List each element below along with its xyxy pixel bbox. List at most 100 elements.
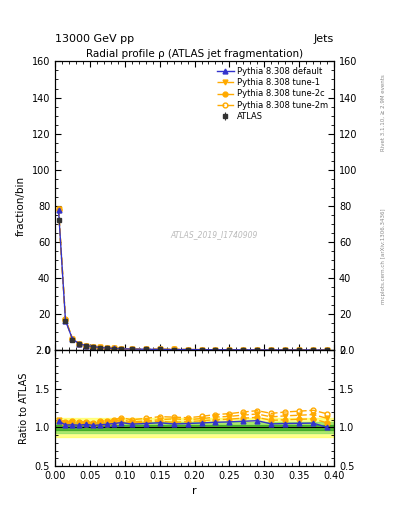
Bar	[55, 422, 334, 433]
Pythia 8.308 tune-1	[63, 316, 68, 323]
Pythia 8.308 tune-1	[143, 346, 148, 352]
Pythia 8.308 default	[241, 347, 246, 353]
Pythia 8.308 tune-1	[199, 347, 204, 353]
Pythia 8.308 tune-2c	[199, 347, 204, 353]
Pythia 8.308 tune-2m	[91, 344, 96, 350]
Pythia 8.308 tune-2m	[98, 345, 103, 351]
Pythia 8.308 default	[143, 346, 148, 352]
Pythia 8.308 tune-2m	[199, 347, 204, 353]
Pythia 8.308 tune-1	[91, 344, 96, 350]
Pythia 8.308 default	[105, 345, 110, 351]
Pythia 8.308 tune-2m	[213, 347, 218, 353]
Pythia 8.308 default	[185, 347, 190, 353]
Pythia 8.308 tune-2m	[297, 347, 301, 353]
Pythia 8.308 tune-2m	[143, 346, 148, 352]
Pythia 8.308 tune-1	[157, 346, 162, 352]
Pythia 8.308 default	[227, 347, 232, 353]
Pythia 8.308 tune-2c	[112, 346, 117, 352]
Pythia 8.308 tune-2c	[105, 345, 110, 351]
Pythia 8.308 tune-2m	[63, 316, 68, 323]
Bar	[55, 425, 334, 430]
Pythia 8.308 tune-1	[325, 347, 329, 353]
Pythia 8.308 default	[63, 317, 68, 324]
Pythia 8.308 tune-2c	[56, 206, 61, 212]
Pythia 8.308 tune-2c	[143, 346, 148, 352]
Pythia 8.308 tune-2c	[311, 347, 316, 353]
Pythia 8.308 default	[283, 347, 288, 353]
Pythia 8.308 tune-2m	[269, 347, 274, 353]
Pythia 8.308 default	[157, 346, 162, 352]
Pythia 8.308 tune-2m	[70, 335, 75, 342]
Pythia 8.308 tune-2c	[297, 347, 301, 353]
Pythia 8.308 tune-1	[119, 346, 124, 352]
Pythia 8.308 tune-2m	[129, 346, 134, 352]
Bar	[55, 418, 334, 437]
Line: Pythia 8.308 tune-2c: Pythia 8.308 tune-2c	[56, 207, 329, 352]
Line: Pythia 8.308 default: Pythia 8.308 default	[56, 207, 329, 352]
Pythia 8.308 tune-2m	[227, 347, 232, 353]
Pythia 8.308 tune-2m	[283, 347, 288, 353]
Pythia 8.308 tune-2c	[269, 347, 274, 353]
Pythia 8.308 tune-1	[213, 347, 218, 353]
Pythia 8.308 default	[269, 347, 274, 353]
Line: Pythia 8.308 tune-2m: Pythia 8.308 tune-2m	[56, 207, 329, 352]
Pythia 8.308 default	[297, 347, 301, 353]
Pythia 8.308 tune-2m	[84, 343, 89, 349]
Pythia 8.308 tune-2c	[129, 346, 134, 352]
Pythia 8.308 tune-1	[255, 347, 260, 353]
Pythia 8.308 tune-2c	[171, 347, 176, 353]
Pythia 8.308 default	[311, 347, 316, 353]
Pythia 8.308 tune-1	[297, 347, 301, 353]
Pythia 8.308 tune-2c	[119, 346, 124, 352]
Pythia 8.308 tune-2c	[325, 347, 329, 353]
Pythia 8.308 tune-2m	[185, 347, 190, 353]
Pythia 8.308 tune-2c	[63, 317, 68, 323]
Legend: Pythia 8.308 default, Pythia 8.308 tune-1, Pythia 8.308 tune-2c, Pythia 8.308 tu: Pythia 8.308 default, Pythia 8.308 tune-…	[215, 66, 330, 122]
Pythia 8.308 tune-1	[84, 343, 89, 349]
Pythia 8.308 tune-2c	[213, 347, 218, 353]
Pythia 8.308 tune-2m	[119, 346, 124, 352]
Pythia 8.308 tune-2c	[227, 347, 232, 353]
Pythia 8.308 tune-1	[105, 345, 110, 351]
Pythia 8.308 tune-2c	[185, 347, 190, 353]
Pythia 8.308 tune-2m	[105, 345, 110, 351]
Pythia 8.308 tune-2c	[255, 347, 260, 353]
Pythia 8.308 default	[56, 206, 61, 212]
Y-axis label: Ratio to ATLAS: Ratio to ATLAS	[19, 372, 29, 444]
Pythia 8.308 tune-2m	[77, 340, 82, 347]
Pythia 8.308 tune-1	[98, 345, 103, 351]
Pythia 8.308 default	[84, 343, 89, 349]
Pythia 8.308 tune-1	[283, 347, 288, 353]
Pythia 8.308 tune-1	[112, 345, 117, 351]
Pythia 8.308 tune-2c	[70, 336, 75, 342]
Pythia 8.308 tune-2c	[283, 347, 288, 353]
Pythia 8.308 tune-2c	[77, 340, 82, 347]
Pythia 8.308 default	[112, 346, 117, 352]
Pythia 8.308 tune-2m	[171, 346, 176, 352]
Pythia 8.308 tune-2m	[157, 346, 162, 352]
Y-axis label: fraction/bin: fraction/bin	[16, 176, 26, 236]
Pythia 8.308 tune-1	[227, 347, 232, 353]
Pythia 8.308 default	[119, 346, 124, 352]
Pythia 8.308 tune-2m	[311, 347, 316, 353]
Pythia 8.308 tune-1	[56, 205, 61, 211]
Pythia 8.308 tune-2c	[241, 347, 246, 353]
Pythia 8.308 tune-1	[185, 347, 190, 353]
Text: Rivet 3.1.10, ≥ 2.9M events: Rivet 3.1.10, ≥ 2.9M events	[381, 74, 386, 151]
Pythia 8.308 tune-1	[70, 336, 75, 342]
Pythia 8.308 tune-2m	[56, 206, 61, 212]
Pythia 8.308 default	[255, 347, 260, 353]
Text: 13000 GeV pp: 13000 GeV pp	[55, 33, 134, 44]
Pythia 8.308 tune-2m	[325, 347, 329, 353]
Pythia 8.308 tune-1	[311, 347, 316, 353]
Pythia 8.308 tune-2c	[98, 345, 103, 351]
Pythia 8.308 tune-2m	[255, 347, 260, 353]
Pythia 8.308 default	[77, 341, 82, 347]
Title: Radial profile ρ (ATLAS jet fragmentation): Radial profile ρ (ATLAS jet fragmentatio…	[86, 49, 303, 59]
Text: Jets: Jets	[314, 33, 334, 44]
Pythia 8.308 default	[171, 347, 176, 353]
X-axis label: r: r	[192, 486, 197, 496]
Pythia 8.308 tune-1	[129, 346, 134, 352]
Pythia 8.308 tune-1	[241, 347, 246, 353]
Pythia 8.308 default	[70, 336, 75, 342]
